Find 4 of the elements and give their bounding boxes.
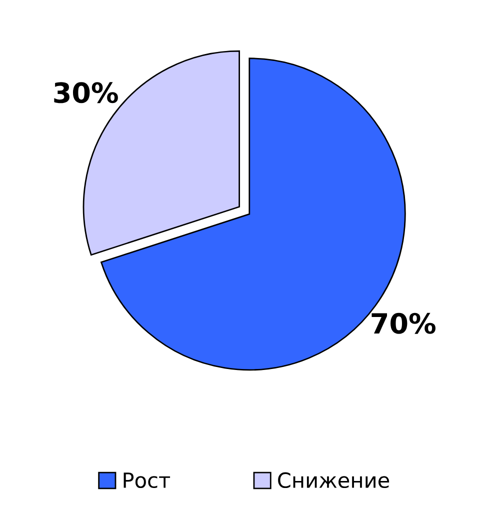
legend-label: Снижение	[278, 472, 390, 488]
legend-label: Рост	[124, 472, 170, 488]
data-label: 70%	[372, 312, 436, 334]
data-label: 30%	[54, 82, 118, 104]
